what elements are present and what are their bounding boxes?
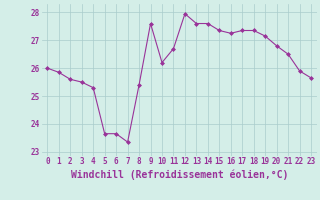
X-axis label: Windchill (Refroidissement éolien,°C): Windchill (Refroidissement éolien,°C)	[70, 169, 288, 180]
